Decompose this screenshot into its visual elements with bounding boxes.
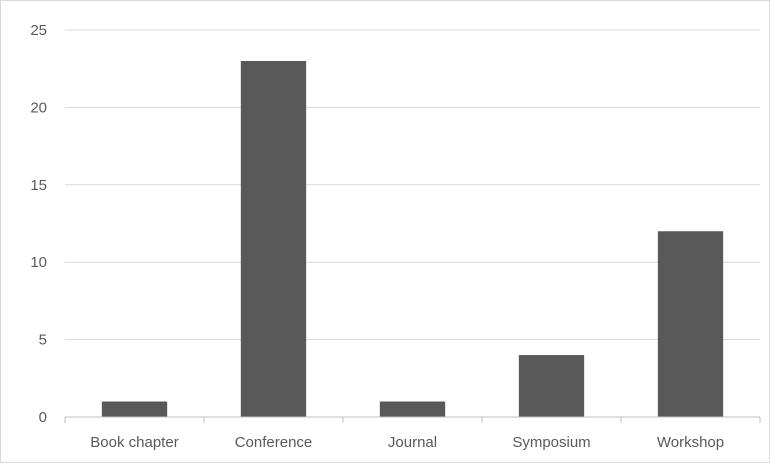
x-axis-ticks: Book chapter Conference Journal Symposium Wo…: [90, 434, 724, 451]
x-tick-label: Book chapter: [90, 434, 178, 451]
x-tick-label: Journal: [388, 434, 437, 451]
gridlines: [65, 29, 760, 341]
bar: [101, 401, 168, 417]
x-tick-label: Conference: [235, 434, 313, 451]
y-tick-label: 0: [39, 409, 47, 426]
y-tick-label: 25: [30, 22, 47, 39]
bar: [240, 60, 307, 418]
bar: [379, 401, 446, 417]
x-tick-label: Workshop: [657, 434, 724, 451]
y-tick-label: 20: [30, 99, 47, 116]
bars: [101, 60, 724, 418]
y-tick-label: 15: [30, 177, 47, 194]
x-axis: [64, 416, 761, 423]
y-tick-label: 10: [30, 254, 47, 271]
x-tick-label: Symposium: [512, 434, 590, 451]
bar: [657, 231, 724, 417]
y-tick-label: 5: [39, 332, 47, 349]
y-axis-ticks: 0 5 10 15 20 25: [30, 22, 47, 426]
bar: [518, 355, 585, 417]
